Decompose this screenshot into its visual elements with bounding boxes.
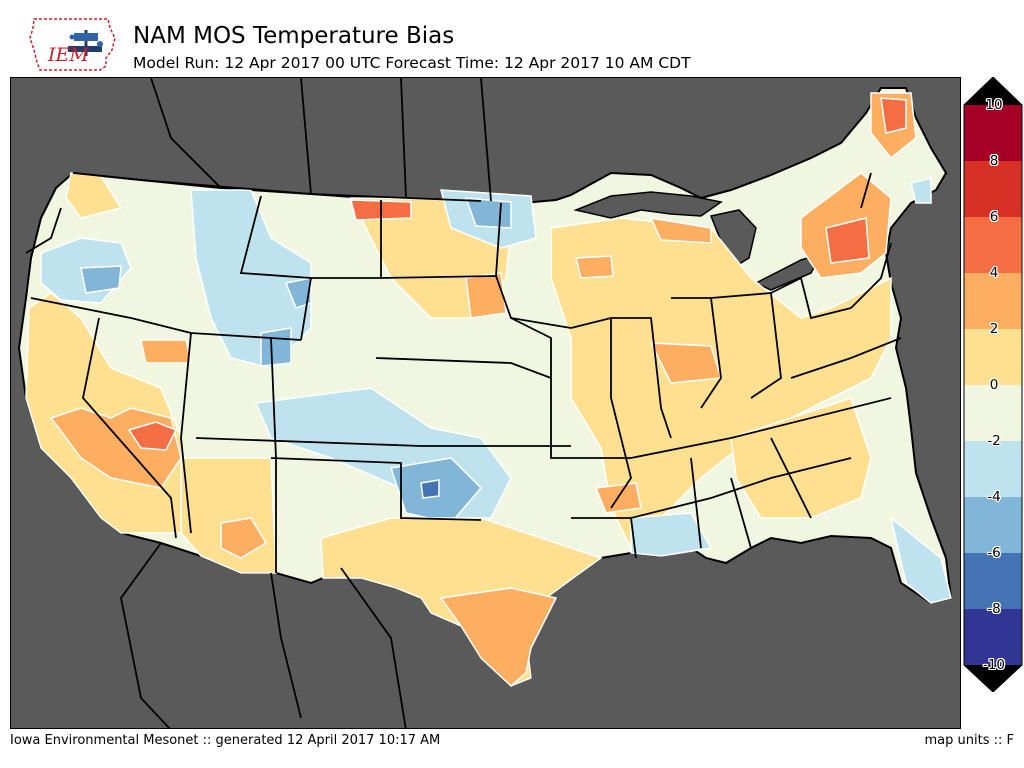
colorbar-segment xyxy=(964,105,1022,161)
lake-superior xyxy=(573,191,723,219)
weather-station-icon xyxy=(68,30,103,56)
colorbar-tick-label: 2 xyxy=(989,321,999,337)
colorbar-segment xyxy=(964,553,1022,609)
colorbar-segment xyxy=(964,329,1022,385)
colorbar-segment xyxy=(964,273,1022,329)
map-canvas xyxy=(17,78,953,728)
colorbar-tick-label: -4 xyxy=(987,489,1001,505)
colorbar-segment xyxy=(964,609,1022,665)
state-boundaries xyxy=(25,172,902,573)
colorbar-tick-label: 4 xyxy=(989,265,999,281)
colorbar-segment xyxy=(964,497,1022,553)
colorbar-segment xyxy=(964,217,1022,273)
colorbar-segment xyxy=(964,441,1022,497)
colorbar-tick-label: -2 xyxy=(987,433,1001,449)
map-units: map units :: F xyxy=(924,733,1014,748)
colorbar-segment xyxy=(964,385,1022,441)
model-run-subtitle: Model Run: 12 Apr 2017 00 UTC Forecast T… xyxy=(133,54,691,72)
colorbar-tick-label: 0 xyxy=(989,377,999,393)
colorbar xyxy=(963,76,1023,693)
colorbar-tick-label: -8 xyxy=(987,601,1001,617)
bias-map xyxy=(10,77,961,729)
colorbar-tick-label: 6 xyxy=(989,209,999,225)
colorbar-tick-label: -10 xyxy=(982,657,1006,673)
colorbar-svg xyxy=(963,76,1023,693)
colorbar-under-arrow xyxy=(964,665,1022,692)
iem-logo: IEM xyxy=(28,16,118,74)
colorbar-over-arrow xyxy=(964,77,1022,105)
colorbar-tick-label: 10 xyxy=(985,97,1003,113)
colorbar-tick-label: -6 xyxy=(987,545,1001,561)
bias-contours xyxy=(25,92,952,688)
international-borders xyxy=(72,78,492,728)
logo-text: IEM xyxy=(48,44,89,66)
footer-credit: Iowa Environmental Mesonet :: generated … xyxy=(10,733,441,748)
colorbar-segment xyxy=(964,161,1022,217)
colorbar-outline xyxy=(963,76,1023,693)
colorbar-tick-label: 8 xyxy=(989,153,999,169)
page-title: NAM MOS Temperature Bias xyxy=(133,23,455,49)
iowa-state-outline-icon xyxy=(29,18,116,71)
